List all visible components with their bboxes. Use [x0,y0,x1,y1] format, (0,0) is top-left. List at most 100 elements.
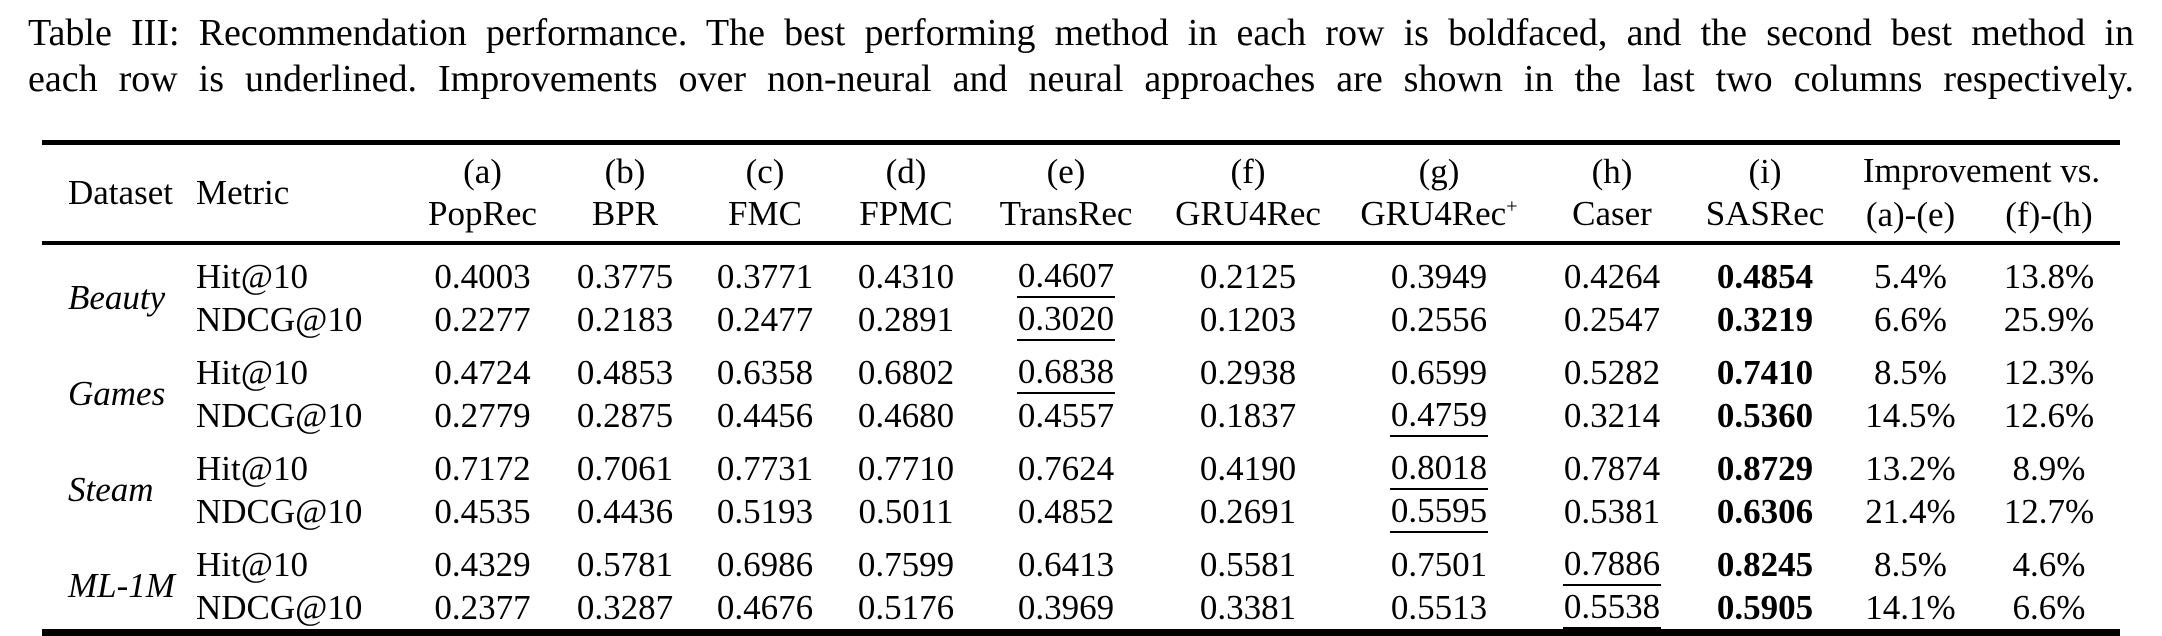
value: 0.4310 [857,256,955,296]
value-cell: 0.5381 [1537,490,1687,533]
improvement-cell: 4.6% [2012,544,2086,584]
col-header-method-e: (e) TransRec [977,142,1155,245]
col-header-dataset: Dataset [42,142,192,245]
value: 0.4724 [434,352,531,392]
method-name: FPMC [859,194,953,233]
value-cell: 0.5282 [1537,341,1687,394]
value: 0.4680 [857,395,955,435]
dataset-label: Beauty [68,278,166,317]
value: 0.2779 [434,395,531,435]
value-cell: 0.7624 [977,437,1155,490]
improvement-cell: 5.4% [1874,256,1947,296]
caption-line-2: each row is underlined. Improvements ove… [28,58,2134,100]
value-cell: 0.5176 [835,586,977,633]
method-name: GRU4Rec [1175,194,1321,233]
value: 0.3775 [576,256,674,296]
value: 0.4676 [716,587,814,627]
value-cell: 0.2477 [695,298,835,341]
table-row: ML-1M Hit@10 0.4329 0.5781 0.6986 0.7599 0.641… [42,533,2120,606]
method-tag: (f) [1230,152,1266,191]
value: 0.4557 [1017,395,1115,435]
method-tag: (h) [1591,152,1633,191]
method-tag: (g) [1418,152,1460,191]
value: 0.6986 [716,544,814,584]
value-cell: 0.5193 [695,490,835,533]
value-cell: 0.7710 [835,437,977,490]
value: 0.4190 [1199,448,1297,488]
value-cell: 0.7172 [410,437,555,490]
method-tag: (c) [745,152,785,191]
value: 0.7874 [1563,448,1661,488]
caption-line-1: Table III: Recommendation performance. T… [28,12,2134,54]
value: 0.2875 [576,395,674,435]
value-cell: 0.6986 [695,533,835,586]
value: 0.3969 [1017,587,1115,627]
results-table-wrap: Dataset Metric (a) PopRec (b) BPR (c) FMC (d) F… [42,140,2120,636]
value: 0.4456 [716,395,814,435]
value-cell: 0.7410 [1687,341,1843,394]
best-value: 0.8729 [1716,448,1814,488]
value-cell: 0.5581 [1155,533,1341,586]
value-cell: 0.3949 [1341,243,1537,298]
value-cell: 0.3381 [1155,586,1341,633]
value: 0.3771 [716,256,814,296]
improvement-cell: 8.9% [2012,448,2086,488]
method-name: GRU4Rec+ [1360,194,1518,233]
improvement-cell: 12.7% [2003,491,2095,531]
value: 0.2938 [1199,352,1297,392]
best-value: 0.3219 [1716,299,1814,339]
table-row: Games Hit@10 0.4724 0.4853 0.6358 0.6802 0.683… [42,341,2120,414]
metric-label: NDCG@10 [196,299,363,339]
metric-label: NDCG@10 [196,395,363,435]
col-header-method-h: (h) Caser [1537,142,1687,245]
method-tag: (i) [1748,152,1782,191]
col-header-improvement-f-h: (f)-(h) [1978,193,2120,245]
second-best-value: 0.5595 [1389,492,1489,533]
improvement-cell: 13.2% [1865,448,1956,488]
value-cell: 0.4680 [835,394,977,437]
col-header-method-a: (a) PopRec [410,142,555,245]
value: 0.2277 [434,299,531,339]
best-value: 0.8245 [1716,544,1814,584]
value: 0.7172 [434,448,531,488]
dataset-label: Games [68,374,166,413]
value-cell: 0.2377 [410,586,555,633]
value-cell: 0.2183 [555,298,695,341]
value-cell: 0.4724 [410,341,555,394]
value-cell: 0.4557 [977,394,1155,437]
table-row: NDCG@10 0.2779 0.2875 0.4456 0.4680 0.4557 0.1… [42,394,2120,437]
col-header-method-i: (i) SASRec [1687,142,1843,245]
col-header-improvement-a-e: (a)-(e) [1843,193,1978,245]
improvement-cell: 6.6% [2012,587,2086,627]
value: 0.5581 [1199,544,1297,584]
method-name: FMC [728,194,802,233]
method-tag: (b) [604,152,646,191]
method-name: Caser [1572,194,1652,233]
metric-label: NDCG@10 [196,587,363,627]
value-cell: 0.5513 [1341,586,1537,633]
value: 0.2691 [1199,491,1297,531]
value-cell: 0.2547 [1537,298,1687,341]
value: 0.7599 [857,544,955,584]
value: 0.5282 [1563,352,1661,392]
value-cell: 0.2691 [1155,490,1341,533]
value-cell: 0.4003 [410,243,555,298]
value-cell: 0.5360 [1687,394,1843,437]
value: 0.4003 [434,256,531,296]
best-value: 0.5905 [1716,587,1814,627]
best-value: 0.4854 [1716,256,1814,296]
best-value: 0.6306 [1716,491,1814,531]
value: 0.5381 [1563,491,1661,531]
value-cell: 0.6802 [835,341,977,394]
value-cell: 0.3771 [695,243,835,298]
table-body: Beauty Hit@10 0.4003 0.3775 0.3771 0.4310 0.46… [42,243,2120,633]
value-cell: 0.6306 [1687,490,1843,533]
method-superscript: + [1506,195,1518,218]
method-name: SASRec [1705,194,1825,233]
metric-label: Hit@10 [196,544,308,584]
value-cell: 0.2891 [835,298,977,341]
value-cell: 0.2938 [1155,341,1341,394]
value-cell: 0.6838 [977,341,1155,394]
col-header-improvement-title: Improvement vs. [1862,151,2101,190]
table-head: Dataset Metric (a) PopRec (b) BPR (c) FMC (d) F… [42,142,2120,245]
